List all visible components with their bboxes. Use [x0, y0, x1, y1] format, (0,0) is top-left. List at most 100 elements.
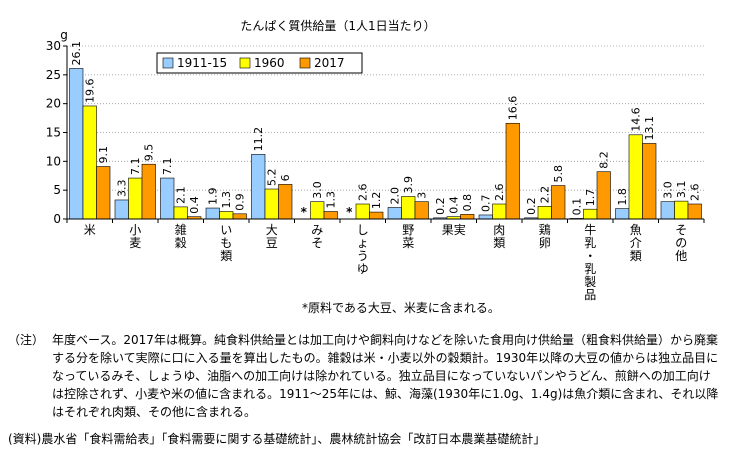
category-label: その他	[675, 223, 687, 263]
bar	[160, 177, 175, 220]
category-label-char: 野	[402, 223, 414, 237]
bar	[128, 177, 143, 220]
category-label-text: 肉類	[493, 223, 505, 250]
category-label-char: ・	[584, 249, 596, 263]
bar-value-label: 1.9	[207, 188, 220, 206]
bar-value-label: 2.2	[539, 186, 552, 204]
value-labels-layer: 26.119.69.13.37.19.57.12.10.4 1.9 1.3 0.911…	[70, 41, 702, 219]
category-label-char: み	[311, 223, 323, 237]
bar-value-label: 3.0	[662, 181, 675, 199]
category-label-char: 品	[584, 288, 596, 302]
bar-value-label: 14.6	[630, 107, 643, 132]
bar-value-label: 2.6	[357, 184, 370, 202]
bar-value-label: 9.1	[97, 146, 110, 164]
bar	[205, 207, 220, 220]
category-label-char: 牛	[584, 222, 596, 237]
category-label-char: 菜	[402, 236, 414, 250]
category-label-text: 鶏卵	[539, 223, 551, 250]
notes-text: 年度ベース。2017年は概算。純食料供給量とは加工向けや飼料向けなどを除いた食用…	[52, 333, 719, 419]
category-label-char: 肉	[493, 223, 505, 237]
category-label: 鶏卵	[539, 223, 551, 250]
category-label: みそ	[311, 223, 323, 250]
notes-label: （注）	[8, 333, 45, 347]
bar-value-label: 3.9	[402, 176, 415, 194]
category-label-char: の	[675, 236, 687, 250]
bar-value-label: 5.2	[266, 169, 279, 187]
y-tick-label: 30	[46, 39, 61, 53]
bar	[492, 203, 507, 220]
category-label: 小麦	[129, 223, 141, 250]
bar	[310, 201, 325, 220]
category-label-text: みそ	[311, 223, 323, 250]
category-label: 肉類	[493, 223, 505, 250]
bar-value-label: 3.0	[311, 181, 324, 199]
category-label-char: う	[357, 249, 369, 263]
bar	[278, 184, 293, 220]
category-labels-layer: 米小麦雑穀いも類大豆みそしょうゆ野菜果実 肉類鶏卵牛乳・乳製品魚介類その他	[84, 222, 688, 302]
bar	[232, 213, 247, 220]
y-tick-label: 20	[46, 97, 61, 111]
category-label-char: 麦	[129, 236, 141, 250]
category-label-char: 介	[630, 236, 642, 250]
category-label-char: 乳	[584, 236, 596, 250]
source-text: (資料)農水省「食料需給表」「食料需要に関する基礎統計」、農林統計協会「改訂日本…	[8, 432, 546, 446]
bar	[551, 185, 566, 220]
category-label-text: その他	[675, 223, 687, 263]
bar-value-label: 19.6	[84, 78, 97, 103]
bar	[642, 143, 657, 220]
bar	[460, 214, 475, 220]
y-tick-label: 0	[53, 212, 61, 226]
category-label-text: 牛乳・乳製品	[584, 222, 596, 302]
bar-value-label: 7.1	[129, 158, 142, 176]
bar	[596, 171, 611, 220]
y-tick-label: 15	[46, 126, 61, 140]
category-label: 果実	[442, 222, 466, 237]
asterisk-mark: *	[301, 205, 308, 219]
chart-footnote: *原料である大豆、米麦に含まれる。	[302, 300, 500, 315]
bar	[505, 122, 520, 220]
category-label-char: 小	[129, 223, 141, 237]
category-label: いも類	[220, 223, 232, 263]
category-label-text: 小麦	[129, 223, 141, 250]
category-label-char: 魚	[630, 223, 642, 237]
category-label-char: 穀	[175, 236, 187, 250]
bar-value-label: 6	[279, 174, 292, 181]
category-label-text: いも類	[220, 223, 232, 263]
legend-swatch-1960	[239, 57, 251, 69]
bar-value-label: 0.8	[461, 194, 474, 212]
legend-label-2017: 2017	[314, 56, 345, 70]
bar	[96, 166, 111, 220]
bar	[660, 201, 675, 220]
category-label-char: し	[357, 223, 369, 237]
bar	[615, 208, 630, 220]
category-label-text: 米	[84, 223, 96, 237]
bar	[401, 196, 416, 220]
bar	[219, 211, 234, 220]
bar-value-label: 26.1	[70, 41, 83, 66]
bar	[369, 211, 384, 220]
bar-value-label: 0.9	[234, 193, 247, 211]
bar-value-label: 5.8	[552, 165, 565, 183]
bar	[323, 211, 338, 220]
category-label-char: 果実	[442, 222, 466, 237]
bar	[414, 201, 429, 220]
bar-value-label: 11.2	[252, 127, 265, 152]
category-label-char: 卵	[539, 236, 551, 250]
bar	[251, 154, 266, 220]
category-label-text: 野菜	[402, 223, 414, 250]
category-label-char: 製	[584, 275, 596, 289]
category-label-char: 類	[220, 249, 232, 263]
bar-value-label: 16.6	[507, 96, 520, 121]
bar-value-label: 9.5	[143, 144, 156, 162]
bar	[674, 200, 689, 220]
bar-value-label: 2.6	[493, 184, 506, 202]
bar-value-label: 2.1	[175, 186, 188, 204]
category-label-char: 類	[630, 249, 642, 263]
category-label: 牛乳・乳製品	[584, 222, 596, 302]
category-label-char: そ	[311, 236, 323, 250]
bar	[583, 208, 598, 220]
bar	[173, 206, 188, 220]
category-label-text: 大豆	[266, 223, 278, 250]
bar-value-label: 13.1	[643, 116, 656, 141]
category-label-char: 他	[675, 249, 687, 263]
